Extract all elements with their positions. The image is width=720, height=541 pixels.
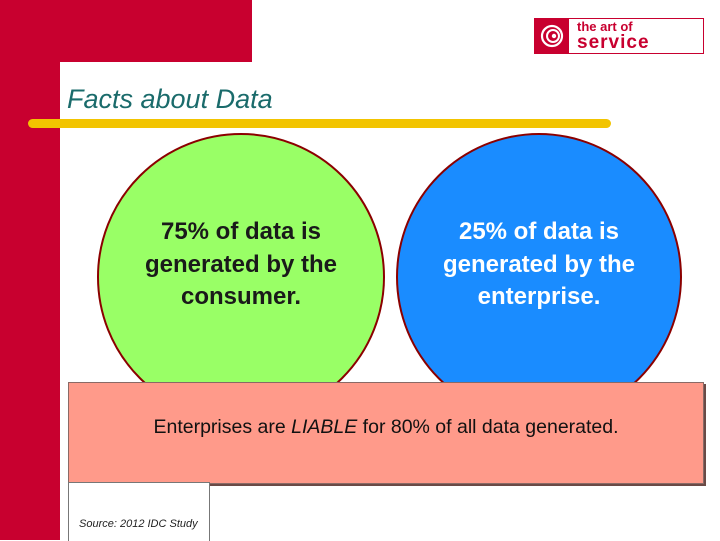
slide-title: Facts about Data: [67, 84, 273, 114]
logo-wordmark: the art of service: [569, 19, 703, 53]
banner-prefix: Enterprises are: [153, 415, 292, 438]
banner-emphasis: LIABLE: [291, 415, 358, 438]
logo-line-2: service: [577, 32, 650, 53]
consumer-circle: 75% of data is generated by the consumer…: [97, 133, 385, 421]
banner-suffix: for 80% of all data generated.: [357, 415, 619, 438]
left-red-strip: [0, 0, 60, 540]
source-box: Source: 2012 IDC Study: [68, 482, 210, 541]
liability-banner-text: Enterprises are LIABLE for 80% of all da…: [153, 416, 618, 439]
consumer-circle-text: 75% of data is generated by the consumer…: [144, 218, 338, 311]
source-citation: Source: 2012 IDC Study: [79, 518, 198, 530]
liability-banner: Enterprises are LIABLE for 80% of all da…: [68, 382, 704, 484]
swirl-logo-icon: [535, 19, 569, 53]
enterprise-circle-text: 25% of data is generated by the enterpri…: [442, 218, 636, 311]
enterprise-circle: 25% of data is generated by the enterpri…: [396, 133, 682, 421]
title-underline: [28, 119, 611, 128]
logo: the art of service: [534, 18, 704, 54]
logo-line-1: the art of: [577, 19, 633, 34]
